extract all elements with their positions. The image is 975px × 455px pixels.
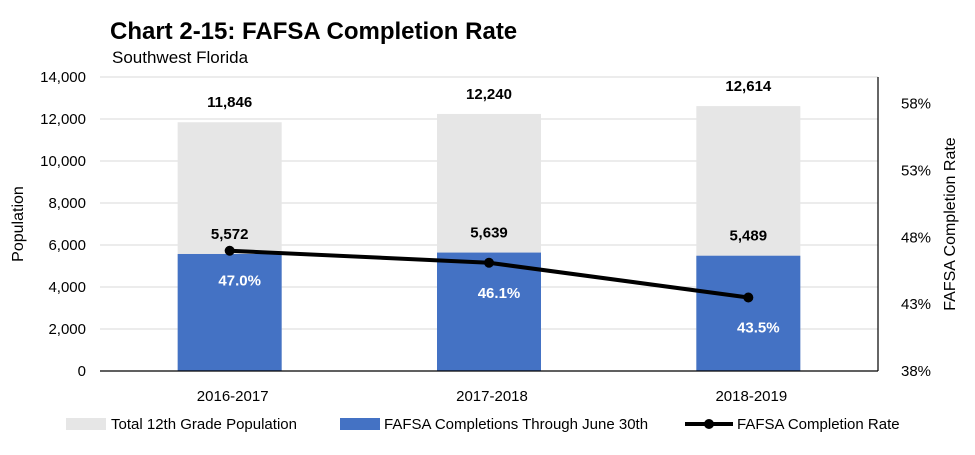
y-tick-label: 8,000 [48, 195, 86, 212]
total-population-label: 12,614 [725, 78, 772, 95]
legend-completions-label: FAFSA Completions Through June 30th [384, 416, 648, 433]
completion-rate-point [224, 245, 235, 256]
completion-rate-label: 43.5% [737, 320, 780, 337]
legend-completions-swatch [340, 418, 380, 430]
total-population-label: 11,846 [207, 94, 252, 111]
fafsa-completions-label: 5,572 [211, 226, 249, 243]
legend-total-label: Total 12th Grade Population [111, 416, 297, 433]
y2-tick-label: 43% [901, 296, 931, 313]
completion-rate-point [743, 292, 754, 303]
y-tick-label: 2,000 [48, 321, 86, 338]
completion-rate-label: 46.1% [478, 285, 521, 302]
total-population-label: 12,240 [466, 86, 512, 103]
completion-rate-label: 47.0% [218, 273, 261, 290]
y-axis-title: Population [10, 186, 27, 262]
chart-title: Chart 2-15: FAFSA Completion Rate [110, 18, 518, 45]
chart-subtitle: Southwest Florida [112, 48, 249, 67]
fafsa-completions-bar [177, 253, 282, 371]
x-tick-label: 2018-2019 [715, 388, 787, 405]
x-tick-label: 2017-2018 [456, 388, 528, 405]
legend-total-swatch [66, 418, 106, 430]
completion-rate-point [484, 257, 494, 268]
fafsa-completions-label: 5,489 [730, 228, 768, 245]
y2-tick-label: 38% [901, 363, 931, 380]
y-tick-label: 0 [78, 363, 86, 380]
y-tick-label: 6,000 [48, 237, 86, 254]
y-tick-label: 10,000 [40, 153, 86, 170]
y-tick-label: 14,000 [40, 69, 86, 86]
x-tick-label: 2016-2017 [197, 388, 269, 405]
fafsa-completions-bar [696, 255, 801, 371]
y-tick-label: 4,000 [48, 279, 86, 296]
legend-rate-label: FAFSA Completion Rate [737, 416, 900, 433]
fafsa-completions-bar [437, 252, 541, 371]
y2-tick-label: 53% [901, 163, 931, 180]
y2-tick-label: 48% [901, 229, 931, 246]
y2-tick-label: 58% [901, 96, 931, 113]
y-tick-label: 12,000 [40, 111, 86, 128]
fafsa-completions-label: 5,639 [470, 225, 508, 242]
y2-axis-title: FAFSA Completion Rate [942, 137, 959, 311]
legend-rate-marker [704, 419, 714, 429]
